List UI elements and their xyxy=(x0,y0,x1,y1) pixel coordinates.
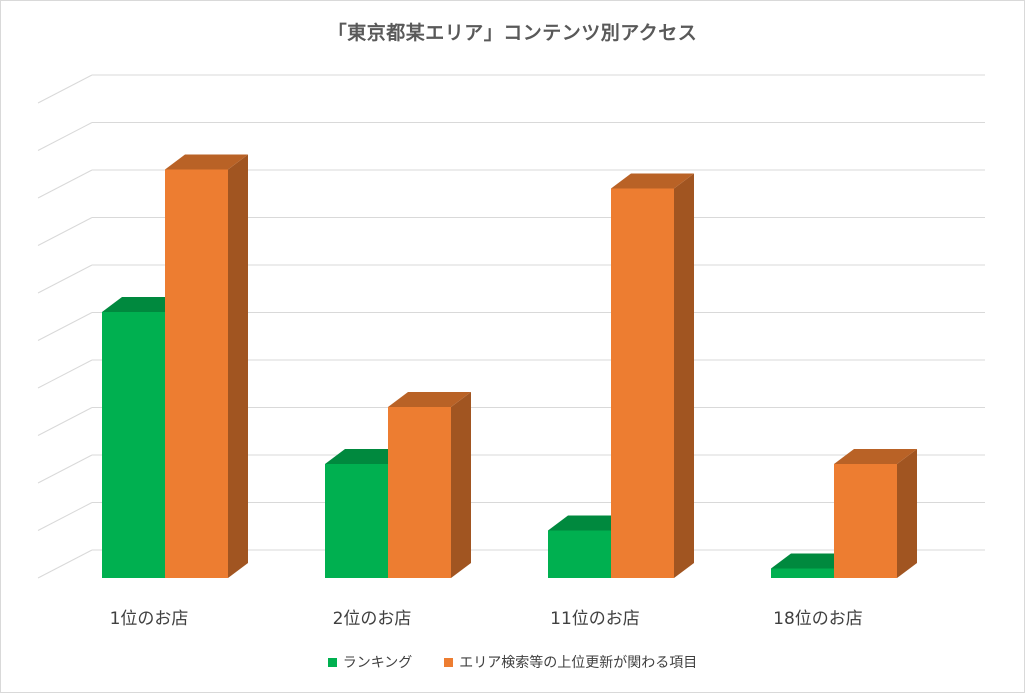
gridline-side xyxy=(37,502,93,531)
bar-ranking-0 xyxy=(102,312,165,578)
legend: ランキング エリア検索等の上位更新が関わる項目 xyxy=(0,652,1025,672)
gridline-side xyxy=(37,264,93,294)
gridline-side xyxy=(37,169,93,199)
bar-top-area-search-1 xyxy=(388,392,471,407)
legend-label-area-search: エリア検索等の上位更新が関わる項目 xyxy=(459,655,698,671)
bar-top-area-search-3 xyxy=(834,449,917,464)
bar-area-search-0 xyxy=(165,169,228,578)
bar-top-ranking-3 xyxy=(771,553,854,569)
gridline-side xyxy=(37,407,93,436)
x-tick-label-0: 1位のお店 xyxy=(110,609,189,629)
x-tick-label-2: 11位のお店 xyxy=(550,609,640,629)
bar-ranking-3 xyxy=(771,568,834,578)
bar-side-area-search-0 xyxy=(228,154,248,578)
bar-top-ranking-0 xyxy=(102,297,185,312)
chart-title: 「東京都某エリア」コンテンツ別アクセス xyxy=(327,22,698,44)
gridline-side xyxy=(37,312,93,341)
bar-top-area-search-2 xyxy=(611,173,694,189)
legend-label-ranking: ランキング xyxy=(342,655,413,671)
legend-item-area-search: エリア検索等の上位更新が関わる項目 xyxy=(444,652,697,672)
bar-ranking-2 xyxy=(548,530,611,578)
gridline-side xyxy=(37,74,93,104)
legend-swatch-ranking xyxy=(327,657,337,667)
bar-area-search-2 xyxy=(611,188,674,578)
bar-area-search-3 xyxy=(834,464,897,578)
legend-swatch-area-search xyxy=(444,657,454,667)
gridline-side xyxy=(37,217,93,246)
bar-ranking-1 xyxy=(325,464,388,578)
x-tick-label-3: 18位のお店 xyxy=(773,609,863,629)
gridline-side xyxy=(37,122,93,151)
bar-side-area-search-1 xyxy=(451,392,471,578)
bar-top-ranking-1 xyxy=(325,449,408,464)
legend-item-ranking: ランキング xyxy=(327,652,413,672)
gridline-side xyxy=(37,359,93,389)
x-tick-label-1: 2位のお店 xyxy=(333,609,412,629)
bar-area-search-1 xyxy=(388,407,451,578)
bar-top-ranking-2 xyxy=(548,515,631,531)
bar-side-area-search-3 xyxy=(897,449,917,578)
gridline-side xyxy=(37,549,93,579)
bar-top-area-search-0 xyxy=(165,154,248,170)
gridline-side xyxy=(37,454,93,484)
bar-side-area-search-2 xyxy=(674,173,694,578)
